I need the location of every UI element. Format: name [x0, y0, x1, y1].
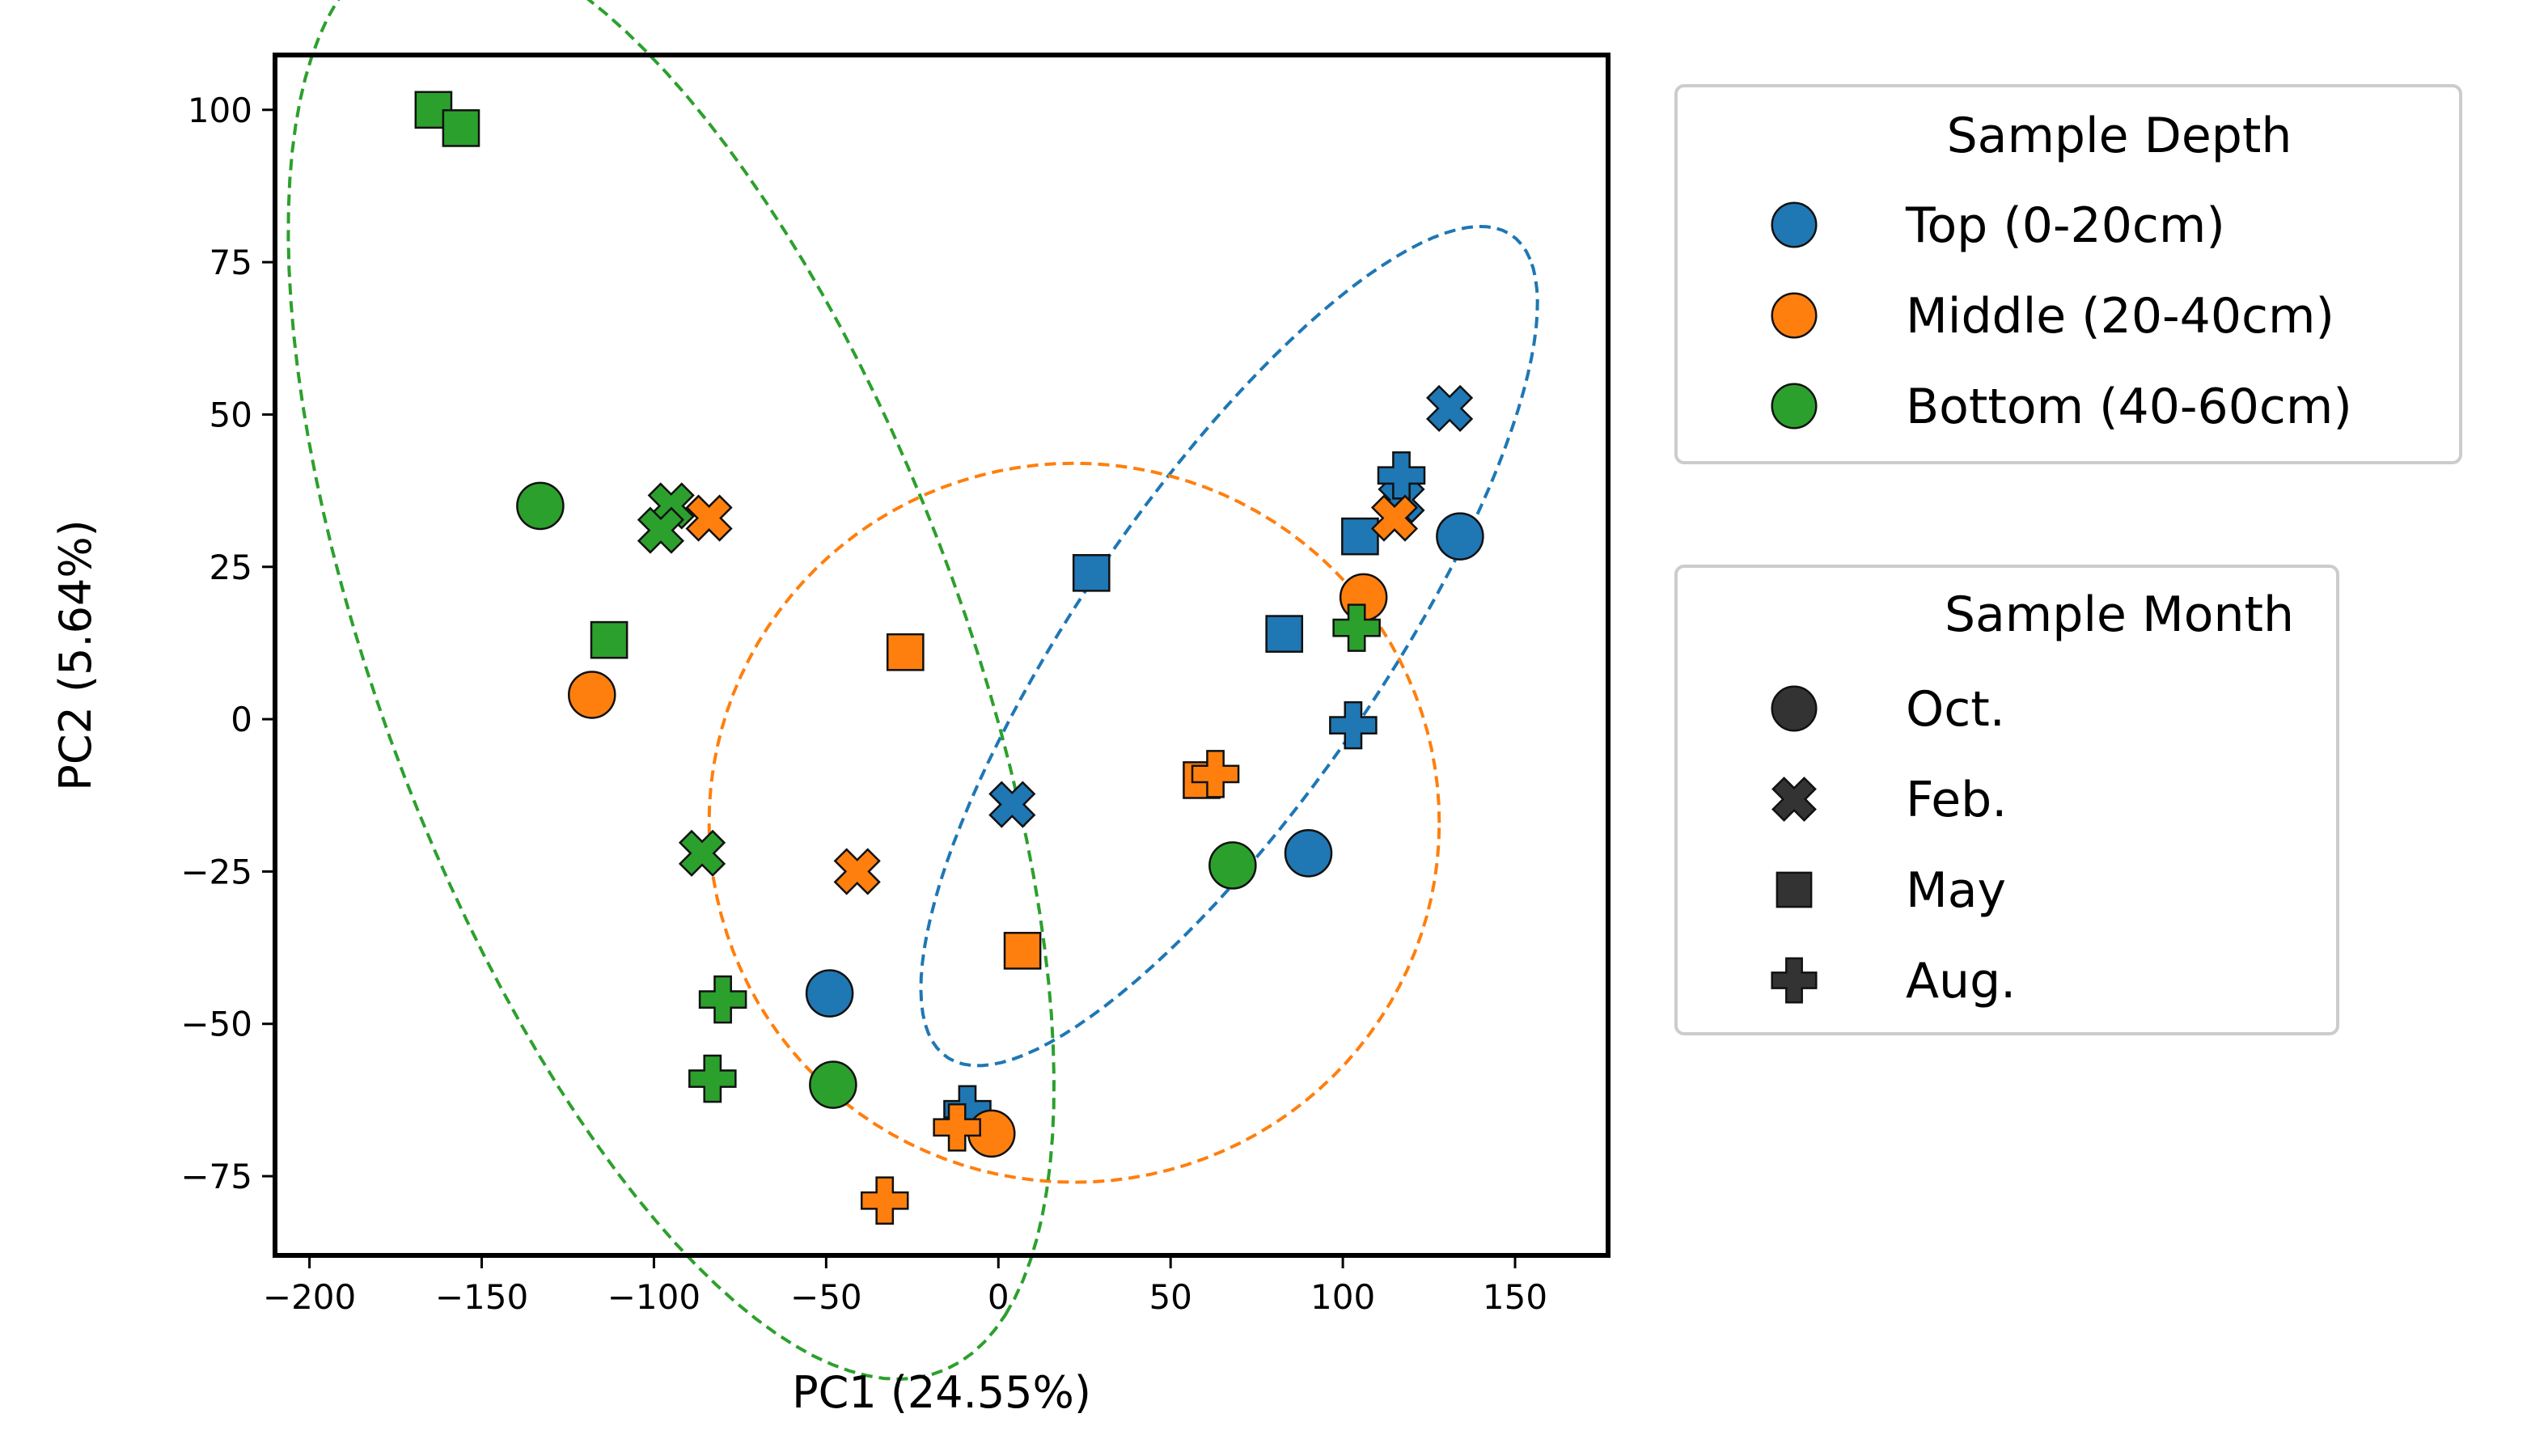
plot-frame — [273, 53, 1610, 1258]
data-point-top-oct — [1436, 512, 1484, 561]
legend-label-bottom: Bottom (40-60cm) — [1906, 379, 2352, 435]
legend-marker-may — [1776, 871, 1813, 908]
data-point-middle-feb — [833, 848, 881, 895]
legend-marker-oct — [1771, 685, 1818, 732]
data-point-top-oct — [1284, 829, 1333, 878]
point-layer — [414, 91, 1484, 1225]
y-tick-label: 50 — [210, 395, 252, 434]
data-point-top-aug — [1377, 451, 1426, 500]
y-tick-label: 100 — [188, 91, 252, 130]
confidence-ellipse-bottom — [286, 0, 1056, 1382]
confidence-ellipse-middle — [707, 461, 1441, 1184]
data-point-bottom-oct — [809, 1060, 857, 1109]
data-point-bottom-aug — [698, 975, 747, 1024]
x-tick-label: −150 — [435, 1277, 528, 1317]
y-tick-label: 75 — [210, 243, 252, 282]
depth-legend: Sample Depth Top (0-20cm) Middle (20-40cm… — [1674, 84, 2462, 464]
data-point-bottom-may — [442, 109, 480, 147]
depth-legend-title: Sample Depth — [1947, 108, 2292, 164]
x-tick-label: 150 — [1483, 1277, 1547, 1317]
y-tick-label: 25 — [210, 548, 252, 587]
data-point-middle-aug — [933, 1103, 981, 1152]
data-point-middle-feb — [685, 494, 733, 542]
y-tick-label: −75 — [180, 1157, 252, 1196]
confidence-ellipse-top — [919, 224, 1539, 1068]
data-point-top-oct — [805, 969, 854, 1018]
x-axis-label: PC1 (24.55%) — [792, 1367, 1091, 1418]
data-point-middle-aug — [1191, 750, 1240, 798]
data-point-middle-aug — [860, 1176, 909, 1225]
x-tick-label: −200 — [263, 1277, 356, 1317]
x-tick-label: 100 — [1310, 1277, 1375, 1317]
ellipse-layer — [286, 0, 1539, 1382]
data-point-middle-may — [886, 633, 925, 671]
data-point-top-may — [1341, 517, 1379, 556]
legend-marker-middle — [1771, 292, 1818, 339]
x-axis-ticks: −200 −150 −100 −50 0 50 100 150 — [263, 1255, 1547, 1317]
data-point-top-feb — [988, 781, 1036, 828]
data-point-bottom-aug — [1332, 603, 1381, 652]
legend-label-middle: Middle (20-40cm) — [1906, 288, 2334, 345]
data-point-bottom-oct — [1208, 841, 1257, 890]
data-point-bottom-feb — [678, 829, 726, 877]
y-axis-ticks: −75 −50 −25 0 25 50 75 100 — [180, 91, 275, 1196]
y-axis-label: PC2 (5.64%) — [50, 519, 101, 790]
data-point-bottom-feb — [637, 506, 685, 554]
data-point-top-feb — [1426, 384, 1474, 433]
legend-label-oct: Oct. — [1906, 681, 2005, 738]
x-tick-label: −100 — [607, 1277, 700, 1317]
data-point-middle-oct — [568, 671, 616, 719]
y-tick-label: −50 — [180, 1005, 252, 1044]
y-tick-label: 0 — [231, 700, 252, 739]
data-point-top-may — [1265, 615, 1304, 653]
month-legend-title: Sample Month — [1945, 586, 2294, 643]
legend-marker-bottom — [1771, 383, 1818, 430]
legend-marker-aug — [1771, 957, 1818, 1004]
month-legend-box — [1674, 565, 2339, 1035]
x-tick-label: 0 — [988, 1277, 1009, 1317]
data-point-bottom-aug — [688, 1054, 737, 1103]
legend-marker-feb — [1771, 777, 1817, 822]
data-point-middle-may — [1003, 932, 1042, 970]
legend-label-aug: Aug. — [1906, 953, 2016, 1009]
x-tick-label: 50 — [1149, 1277, 1191, 1317]
y-tick-label: −25 — [180, 852, 252, 891]
legend-marker-top — [1771, 201, 1818, 248]
data-point-bottom-may — [590, 620, 629, 659]
data-point-middle-feb — [1370, 494, 1419, 542]
x-tick-label: −50 — [790, 1277, 862, 1317]
legend-label-feb: Feb. — [1906, 772, 2007, 828]
depth-legend-box — [1674, 84, 2462, 464]
data-point-top-aug — [1329, 700, 1378, 750]
data-point-bottom-oct — [516, 481, 565, 531]
legend-label-top: Top (0-20cm) — [1905, 197, 2225, 254]
legend-label-may: May — [1906, 862, 2006, 919]
month-legend: Sample Month Oct. Feb. May Aug. — [1674, 565, 2339, 1035]
data-point-top-may — [1072, 553, 1111, 592]
